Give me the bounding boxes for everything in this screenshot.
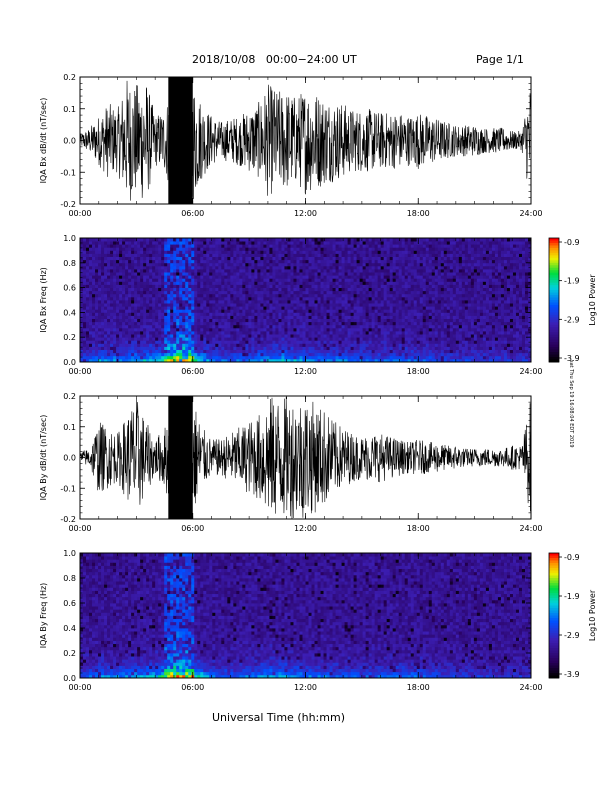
x-tick-label: 18:00: [407, 209, 430, 218]
x-tick-label: 06:00: [181, 209, 204, 218]
y-tick-label: -0.2: [60, 200, 76, 209]
x-tick-label: 12:00: [294, 367, 317, 376]
y-tick-label: 0.6: [63, 599, 76, 608]
page-number: Page 1/1: [476, 53, 524, 66]
y-tick-label: -0.2: [60, 515, 76, 524]
colorbar-tick-label: -0.9: [564, 238, 580, 247]
y-tick-label: 0.0: [63, 674, 76, 683]
y-tick-label: 1.0: [63, 234, 76, 243]
colorbar-label: Log10 Power: [588, 589, 597, 641]
colorbar-tick-label: -1.9: [564, 592, 580, 601]
x-tick-label: 24:00: [519, 683, 542, 692]
y-tick-label: 0.1: [63, 105, 76, 114]
colorbar-tick-label: -3.9: [564, 670, 580, 679]
x-tick-label: 12:00: [294, 683, 317, 692]
colorbar: -0.9 -1.9 -2.9 -3.9 Log10 Power: [548, 237, 597, 363]
y-axis-label: IQA By dB/dt (nT/sec): [39, 415, 48, 501]
x-tick-label: 12:00: [294, 524, 317, 533]
spectrogram-cells: [80, 553, 532, 679]
y-tick-label: 0.0: [63, 137, 76, 146]
x-tick-label: 06:00: [181, 524, 204, 533]
y-tick-label: 0.8: [63, 574, 76, 583]
colorbar-label: Log10 Power: [588, 274, 597, 326]
colorbar-tick-label: -2.9: [564, 315, 580, 324]
y-axis-label: IQA Bx Freq (Hz): [39, 267, 48, 333]
y-tick-label: -0.1: [60, 484, 76, 493]
y-tick-label: 0.2: [63, 392, 76, 401]
x-tick-label: 00:00: [68, 367, 91, 376]
panel-4: -0.9 -1.9 -2.9 -3.9 Log10 Power 0.0 0.2 0.4 0.6 0…: [39, 549, 597, 692]
y-tick-label: 0.2: [63, 649, 76, 658]
y-tick-label: 0.8: [63, 259, 76, 268]
y-tick-label: -0.1: [60, 168, 76, 177]
colorbar-tick-label: -2.9: [564, 631, 580, 640]
x-tick-label: 24:00: [519, 367, 542, 376]
y-axis-label: IQA By Freq (Hz): [39, 583, 48, 649]
spectrogram-cells: [80, 238, 532, 363]
panel-3: -0.2 -0.1 0.0 0.1 0.2 00:00 06:00 12:00 18:00 24:…: [39, 392, 543, 533]
waveform-trace: [80, 396, 531, 519]
x-axis-title: Universal Time (hh:mm): [212, 711, 345, 724]
y-tick-label: 0.0: [63, 454, 76, 463]
x-tick-label: 06:00: [181, 367, 204, 376]
waveform-trace: [80, 77, 531, 204]
x-tick-label: 18:00: [407, 524, 430, 533]
colorbar-tick-label: -1.9: [564, 277, 580, 286]
y-axis-label: IQA Bx dB/dt (nT/sec): [39, 98, 48, 184]
page-title: 2018/10/08 00:00−24:00 UT: [192, 53, 357, 66]
x-tick-label: 06:00: [181, 683, 204, 692]
x-tick-label: 00:00: [68, 683, 91, 692]
panel-2: -0.9 -1.9 -2.9 -3.9 Log10 Power 0.0 0.2 0.4 0.6 0…: [39, 234, 597, 376]
colorbar-tick-label: -3.9: [564, 354, 580, 363]
y-tick-label: 0.4: [63, 308, 76, 317]
y-tick-label: 1.0: [63, 549, 76, 558]
colorbar-tick-label: -0.9: [564, 553, 580, 562]
y-tick-label: 0.4: [63, 624, 76, 633]
y-tick-label: 0.1: [63, 423, 76, 432]
y-tick-label: 0.2: [63, 73, 76, 82]
panel-1: -0.2 -0.1 0.0 0.1 0.2 00:00 06:00 12:00 18:00 24:…: [39, 73, 543, 218]
colorbar: -0.9 -1.9 -2.9 -3.9 Log10 Power: [548, 552, 597, 679]
x-tick-label: 12:00: [294, 209, 317, 218]
x-tick-label: 18:00: [407, 367, 430, 376]
y-tick-label: 0.6: [63, 284, 76, 293]
x-tick-label: 24:00: [519, 524, 542, 533]
y-tick-label: 0.2: [63, 333, 76, 342]
x-tick-label: 24:00: [519, 209, 542, 218]
x-tick-label: 00:00: [68, 209, 91, 218]
x-tick-label: 00:00: [68, 524, 91, 533]
y-tick-label: 0.0: [63, 358, 76, 367]
x-tick-label: 18:00: [407, 683, 430, 692]
